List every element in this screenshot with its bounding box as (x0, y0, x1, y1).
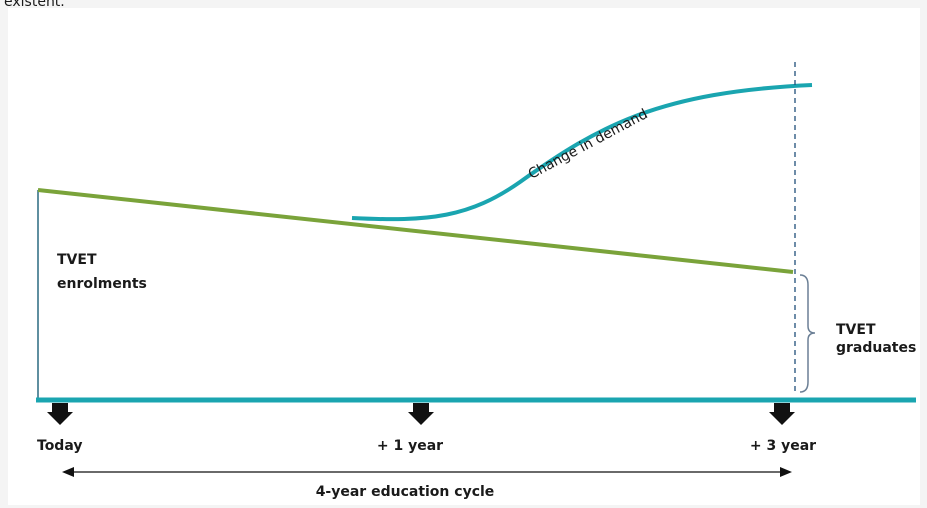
arrows (47, 403, 795, 425)
down-arrow (408, 403, 434, 425)
time-label: + 3 year (750, 438, 816, 454)
arrowhead (780, 467, 792, 477)
header-fragment: existent. (4, 0, 65, 10)
brace (799, 274, 816, 393)
right-label: TVET (836, 322, 876, 338)
panel (8, 8, 920, 505)
down-arrow (769, 403, 795, 425)
cycle-label: 4-year education cycle (316, 484, 495, 500)
right-label: graduates (836, 340, 916, 356)
enrolment-line (37, 188, 794, 274)
left-label: TVET (57, 252, 97, 268)
arrowhead (62, 467, 74, 477)
demand-curve (351, 83, 813, 222)
left-label: enrolments (57, 276, 147, 292)
time-label: Today (37, 438, 82, 454)
time-label: + 1 year (377, 438, 443, 454)
down-arrow (47, 403, 73, 425)
